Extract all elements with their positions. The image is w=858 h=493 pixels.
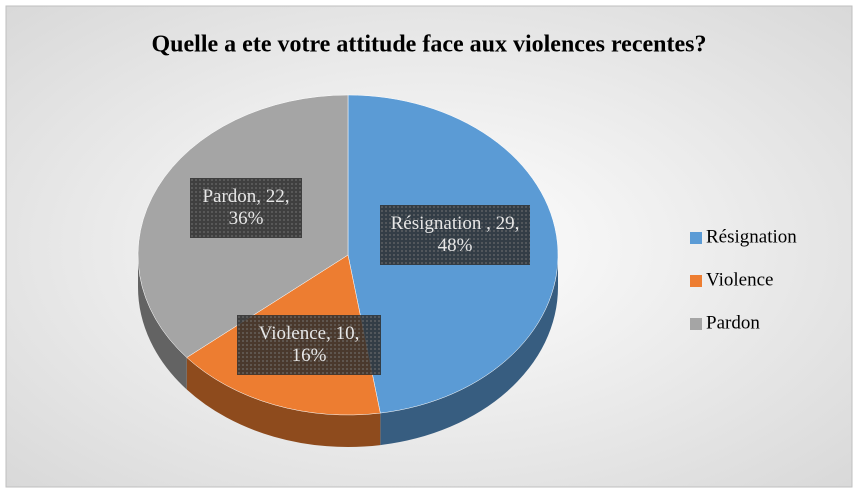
data-label: Résignation , 29, 48% <box>380 205 530 265</box>
legend-label: Résignation <box>706 226 797 247</box>
legend-label: Violence <box>706 269 773 290</box>
pie-side <box>380 255 558 446</box>
legend-swatch <box>690 318 702 330</box>
pie-side <box>138 255 187 390</box>
data-label: Violence, 10, 16% <box>237 315 381 375</box>
legend-swatch <box>690 275 702 287</box>
chart-title: Quelle a ete votre attitude face aux vio… <box>152 32 707 58</box>
legend-label: Pardon <box>706 312 760 333</box>
data-label: Pardon, 22, 36% <box>190 178 302 238</box>
legend-swatch <box>690 232 702 244</box>
pie-side <box>186 357 381 448</box>
